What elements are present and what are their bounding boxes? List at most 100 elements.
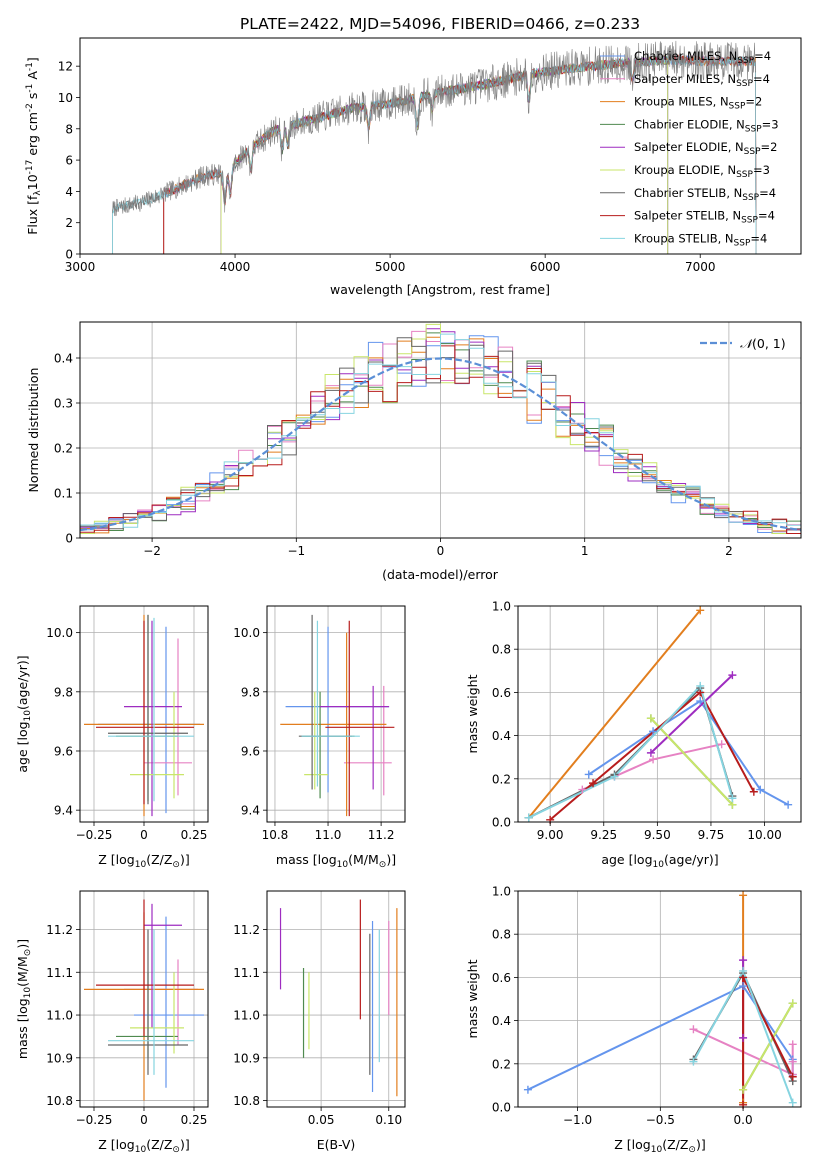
weight-line [650,674,734,754]
label-part: mass [log [276,852,337,867]
x-axis-label: E(B-V) [317,1137,356,1152]
figure-title: PLATE=2422, MJD=54096, FIBERID=0466, z=0… [240,15,640,33]
x-tick-label: 0.0 [734,1113,753,1127]
label-part: Salpeter ELODIE, N [634,140,744,154]
label-part: Kroupa ELODIE, N [634,163,736,177]
legend-entry: Salpeter STELIB, NSSP=4 [634,209,775,226]
label-part: -17 [25,160,35,175]
y-axis-label: mass [log10(M/M⊙)] [15,939,33,1059]
weight-marker [689,1057,698,1066]
label-part: =4 [753,72,770,86]
y-axis-label: mass weight [465,674,480,753]
label-part: Z [log [98,852,134,867]
x-tick-label: 0 [437,544,445,558]
x-tick-label: 9.25 [590,828,617,842]
x-tick-label: −1.0 [563,1113,592,1127]
label-part: age [log [15,721,30,772]
label-part: 10 [135,860,147,870]
y-tick-label: 11.0 [46,1009,73,1023]
weight-marker [739,982,748,991]
histogram-kroupa-stelib [80,333,801,528]
label-part: Chabrier ELODIE, N [634,117,745,131]
legend-entry: Chabrier ELODIE, NSSP=3 [634,117,779,134]
weight-marker [749,787,758,796]
plot-area [80,891,208,1107]
legend-part: (0, 1) [752,336,786,351]
y-tick-label: 11.1 [46,966,73,980]
axes-frame [266,605,406,823]
x-tick-label: 6000 [530,260,561,274]
weight-line [650,717,734,806]
x-tick-label: 1 [581,544,589,558]
y-tick-label: 2 [65,216,73,230]
x-tick-label: −1 [287,544,305,558]
y-tick-label: 10.8 [233,1094,260,1108]
label-part: (age/yr)] [15,655,30,710]
weight-line [549,690,755,821]
x-axis-label: age [log10(age/yr)] [601,852,718,870]
label-part: mass [log [15,998,30,1059]
y-tick-label: 10.0 [46,626,73,640]
legend-entry: Salpeter ELODIE, NSSP=2 [634,140,777,157]
label-part: 10 [337,860,349,870]
axes-frame [266,890,406,1108]
y-tick-label: 12 [58,60,73,74]
weight-marker [689,1025,698,1034]
weight-marker [578,785,587,794]
weight-marker [649,727,658,736]
legend-entry: Salpeter MILES, NSSP=4 [634,72,770,89]
x-axis-label: mass [log10(M/M⊙)] [276,852,396,870]
axes-frame [517,890,802,1108]
x-tick-label: 9.75 [698,828,725,842]
x-tick-label: −2 [143,544,161,558]
y-tick-label: 10 [58,91,73,105]
label-part: λ [33,190,43,196]
legend-entry: Kroupa STELIB, NSSP=4 [634,231,767,248]
weight-marker [610,772,619,781]
panel-residuals: −2 −1 0 1 2 0 0.1 0.2 0.3 0.4 (data-model)/error No… [26,321,802,582]
label-part: )] [696,1137,706,1152]
panel-age-vs-mass: 10.8 11.0 11.2 9.4 9.6 9.8 10.0 mass [log10(M/M… [233,605,406,870]
weight-marker [784,800,793,809]
y-axis-label: Normed distribution [26,368,41,493]
weight-marker [788,999,797,1008]
weight-marker [788,1057,797,1066]
x-tick-label: 0 [140,828,148,842]
label-part: Chabrier STELIB, N [634,186,742,200]
label-part: SSP [729,102,746,112]
panel-age-vs-Z: −0.25 0 0.259.49.69.810.0Z [log10(Z/Z⊙)]ag… [15,605,209,870]
x-tick-label: −0.25 [76,828,113,842]
label-part: SSP [736,79,753,89]
label-part: age [log [601,852,652,867]
label-part: -1 [25,62,35,71]
weight-marker [739,956,748,965]
label-part: (M/M [348,852,379,867]
label-part: =3 [762,117,779,131]
label-part: SSP [734,238,751,248]
plot-area [267,606,405,822]
plot-area [112,40,757,254]
y-tick-label: 9.4 [54,804,73,818]
y-tick-label: 9.6 [241,744,260,758]
y-tick-label: 0.2 [54,442,73,456]
y-tick-label: 11.0 [233,1009,260,1023]
label-part: SSP [745,124,762,134]
y-tick-label: 0 [65,248,73,262]
x-tick-label: 11.2 [368,828,395,842]
label-part: 10 [23,987,33,999]
label-part: s [25,93,40,104]
y-axis-label: mass weight [465,959,480,1038]
plot-area [267,891,405,1107]
label-part: Flux [f [25,195,40,235]
y-tick-label: 11.2 [233,923,260,937]
label-part: ⊙ [688,1145,696,1155]
y-tick-label: 9.8 [241,685,260,699]
y-tick-label: 0.2 [492,772,511,786]
weight-marker [523,1085,532,1094]
panel-mass-vs-EBV: 0.05 0.10 10.8 10.9 11.0 11.1 11.2 E(B-V) [233,890,406,1152]
label-part: =4 [750,231,767,245]
x-tick-label: 0.25 [181,828,208,842]
y-tick-label: 0.6 [492,686,511,700]
y-tick-label: 9.4 [241,804,260,818]
x-tick-label: 9.00 [537,828,564,842]
